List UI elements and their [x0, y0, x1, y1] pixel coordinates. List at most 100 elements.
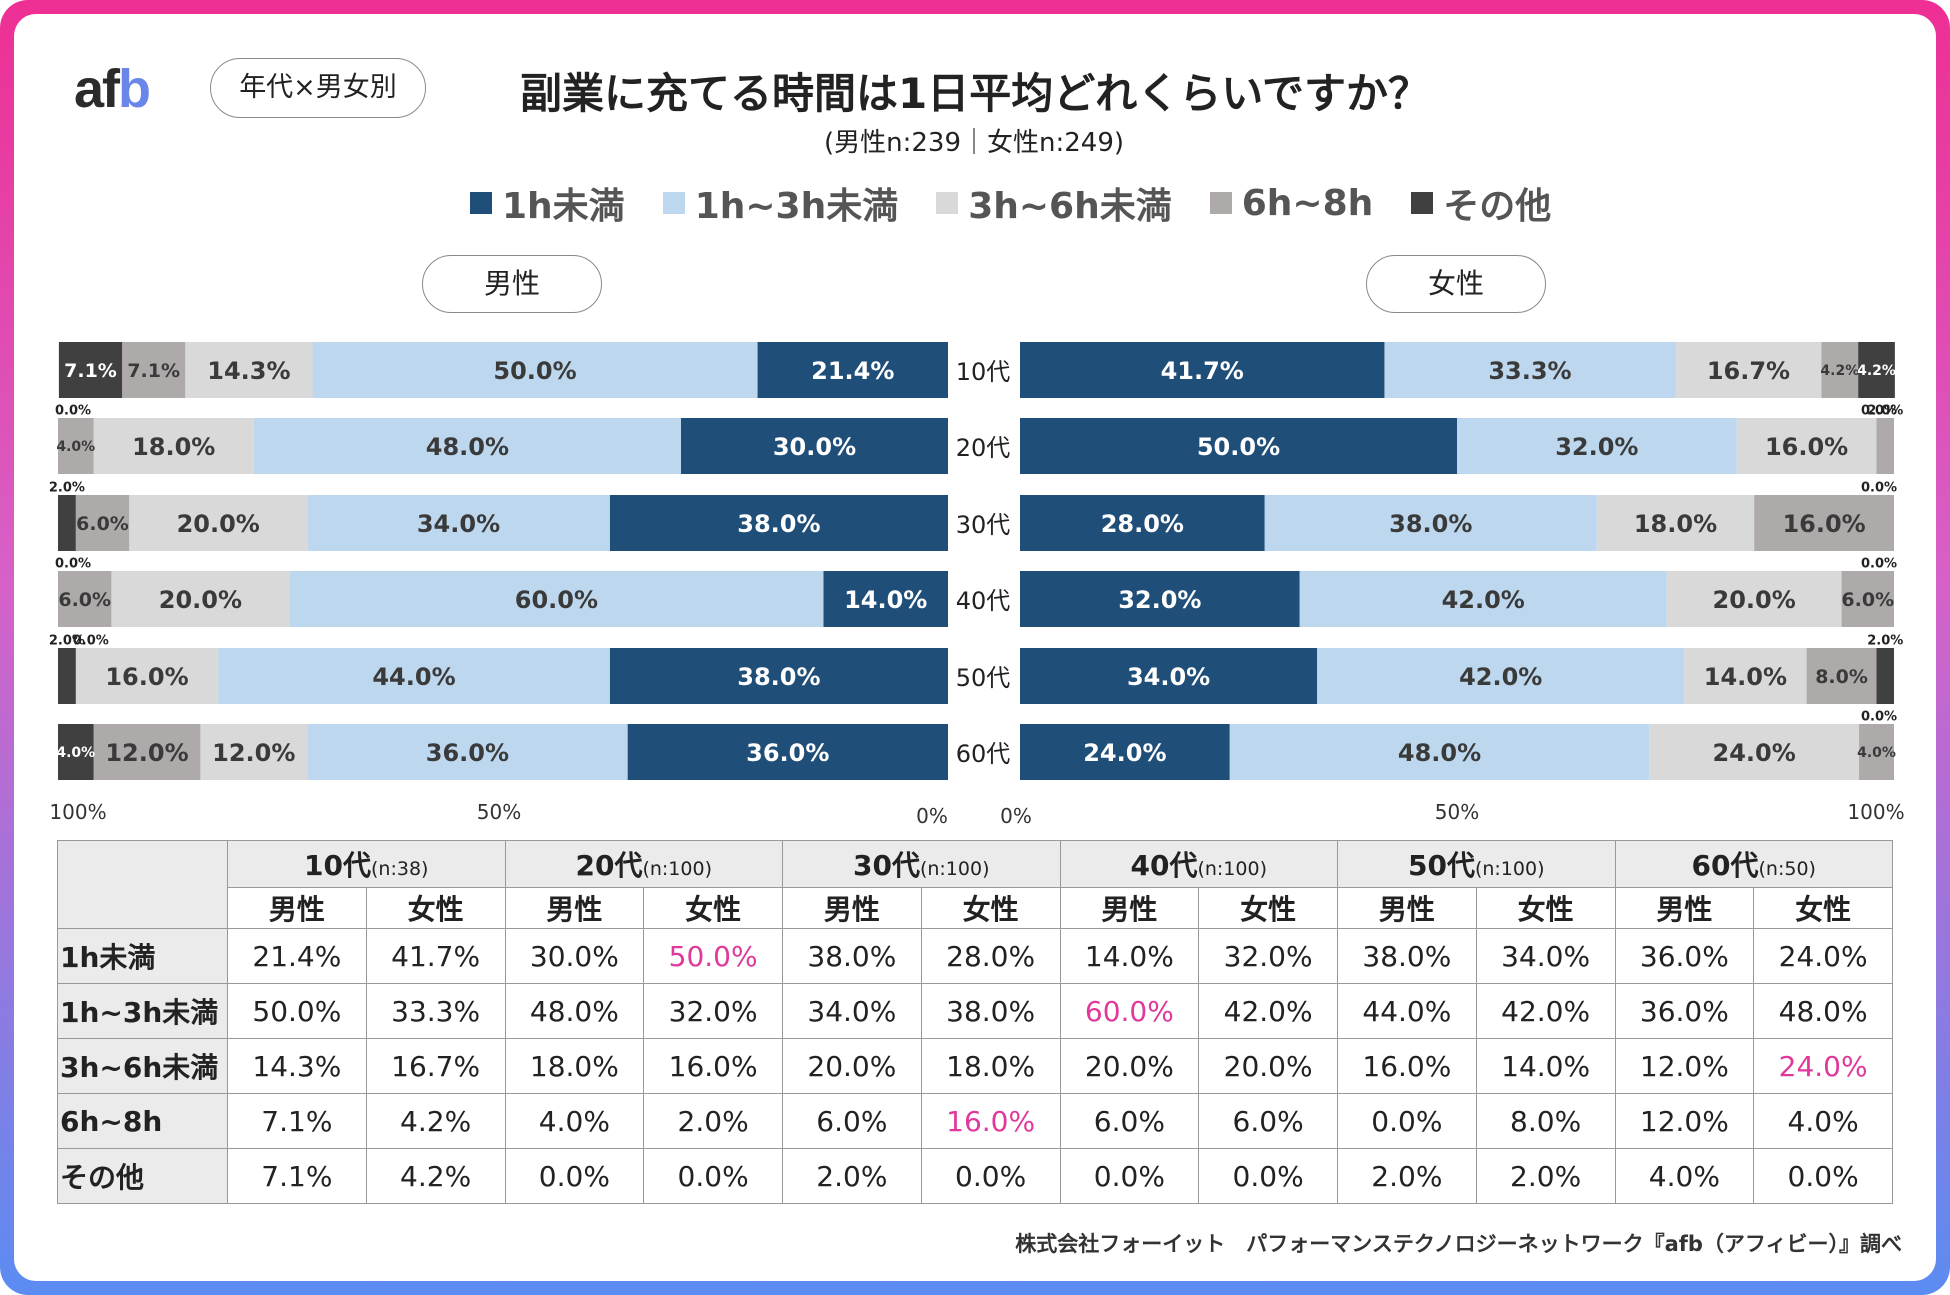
legend-label: 1h未満 [502, 186, 625, 227]
male-bar-segment [307, 495, 610, 551]
male-column-header: 男性 [1614, 887, 1755, 929]
table-cell: 0.0% [920, 1148, 1061, 1204]
female-data-label: 32.0% [1555, 433, 1638, 461]
male-data-label: 0.0% [55, 404, 91, 419]
table-cell: 36.0% [1614, 928, 1755, 984]
male-column-header: 男性 [782, 887, 922, 929]
male-axis-tick: 0% [916, 804, 948, 828]
legend-label: 3h~6h未満 [968, 186, 1172, 227]
male-data-label: 4.0% [56, 745, 95, 761]
male-bar-segment [75, 648, 219, 704]
table-cell: 0.0% [1198, 1148, 1338, 1204]
female-bar-segment [1264, 495, 1597, 551]
female-bar-segment [1754, 495, 1894, 551]
table-cell: 4.2% [365, 1093, 506, 1149]
female-bar-segment [1821, 342, 1859, 398]
male-bar-segment [307, 724, 628, 780]
female-bar-segment [1020, 495, 1265, 551]
legend-swatch [470, 192, 492, 214]
male-data-label: 60.0% [515, 586, 598, 614]
female-column-header: 女性 [365, 887, 506, 929]
female-data-label: 8.0% [1815, 666, 1868, 688]
table-cell: 16.0% [1337, 1038, 1477, 1094]
table-cell: 4.0% [1614, 1148, 1755, 1204]
female-bar-segment [1675, 342, 1822, 398]
table-cell: 14.0% [1475, 1038, 1616, 1094]
table-cell: 28.0% [920, 928, 1061, 984]
table-cell: 2.0% [643, 1093, 783, 1149]
table-cell: 48.0% [1753, 983, 1893, 1039]
female-data-label: 16.7% [1707, 357, 1790, 385]
female-data-label: 24.0% [1713, 739, 1796, 767]
table-cell: 14.0% [1059, 928, 1200, 984]
row-header: 3h~6h未満 [57, 1038, 228, 1094]
table-cell: 2.0% [782, 1148, 922, 1204]
male-data-label: 16.0% [105, 663, 188, 691]
table-cell: 24.0% [1753, 928, 1893, 984]
female-data-label: 14.0% [1704, 663, 1787, 691]
female-bar-segment [1858, 342, 1895, 398]
age-group-header: 50代(n:100) [1337, 840, 1616, 888]
male-bar-segment [58, 418, 94, 474]
male-bar-segment [312, 342, 758, 398]
male-data-label: 12.0% [105, 739, 188, 767]
male-data-label: 18.0% [132, 433, 215, 461]
male-data-label: 44.0% [372, 663, 455, 691]
female-bar-segment [1806, 648, 1877, 704]
table-cell: 18.0% [504, 1038, 645, 1094]
male-bar-segment [58, 571, 112, 627]
male-data-label: 30.0% [773, 433, 856, 461]
male-bar-segment [111, 571, 290, 627]
male-bar-segment [58, 342, 123, 398]
female-bar-segment [1859, 724, 1894, 780]
butterfly-bar-chart: 21.4% 50.0% 14.3% 7.1% 7.1% 30.0% 48.0% 18.0% 4.… [49, 342, 1905, 828]
female-data-label: 4.2% [1820, 363, 1859, 379]
female-bar-segment [1020, 342, 1385, 398]
table-cell: 0.0% [643, 1148, 783, 1204]
row-header: 6h~8h [57, 1093, 228, 1149]
female-data-label: 28.0% [1101, 510, 1184, 538]
female-data-label: 18.0% [1634, 510, 1717, 538]
legend-swatch [1209, 192, 1232, 214]
male-bar-segment [122, 342, 186, 398]
female-bar-segment [1317, 648, 1685, 704]
chart-title: 副業に充てる時間は1日平均どれくらいですか？ [520, 69, 1430, 118]
male-bar-segment [609, 648, 948, 704]
table-cell: 6.0% [782, 1093, 922, 1149]
female-bar-segment [1736, 418, 1877, 474]
age-group-header: 30代(n:100) [782, 840, 1061, 888]
male-bar-segment [93, 724, 201, 780]
table-cell: 32.0% [643, 983, 783, 1039]
table-cell: 32.0% [1198, 928, 1338, 984]
table-corner [57, 840, 228, 929]
female-bar-segment [1020, 724, 1230, 780]
male-data-label: 4.0% [56, 439, 95, 455]
male-data-label: 6.0% [58, 589, 111, 611]
table-cell: 42.0% [1475, 983, 1616, 1039]
table-cell: 2.0% [1475, 1148, 1616, 1204]
male-bar-segment [58, 495, 76, 551]
row-header: その他 [57, 1148, 228, 1204]
row-header: 1h未満 [57, 928, 228, 984]
male-column-header: 男性 [1059, 887, 1200, 929]
female-axis-tick: 50% [1435, 800, 1479, 824]
female-data-label: 0.0% [1861, 557, 1897, 572]
male-data-label: 7.1% [64, 360, 117, 382]
table-cell: 4.0% [1753, 1093, 1893, 1149]
table-cell: 0.0% [504, 1148, 645, 1204]
category-label: 10代 [956, 358, 1011, 386]
legend-item: 6h~8h [1209, 183, 1373, 224]
source-credit: 株式会社フォーイット パフォーマンステクノロジーネットワーク『afb（アフィビー… [1015, 1232, 1902, 1256]
female-column-header: 女性 [1753, 887, 1893, 929]
data-table: 10代(n:38) 20代(n:100) 30代(n:100) 40代(n:100) 5… [57, 840, 1893, 1204]
male-bar-segment [129, 495, 308, 551]
male-data-label: 0.0% [73, 634, 109, 649]
table-cell: 44.0% [1337, 983, 1477, 1039]
legend-item: 1h未満 [470, 177, 625, 229]
female-data-label: 32.0% [1118, 586, 1201, 614]
male-bar-segment [93, 418, 254, 474]
female-data-label: 34.0% [1127, 663, 1210, 691]
legend-item: その他 [1411, 177, 1551, 229]
female-data-label: 4.0% [1857, 745, 1896, 761]
table-cell: 20.0% [782, 1038, 922, 1094]
